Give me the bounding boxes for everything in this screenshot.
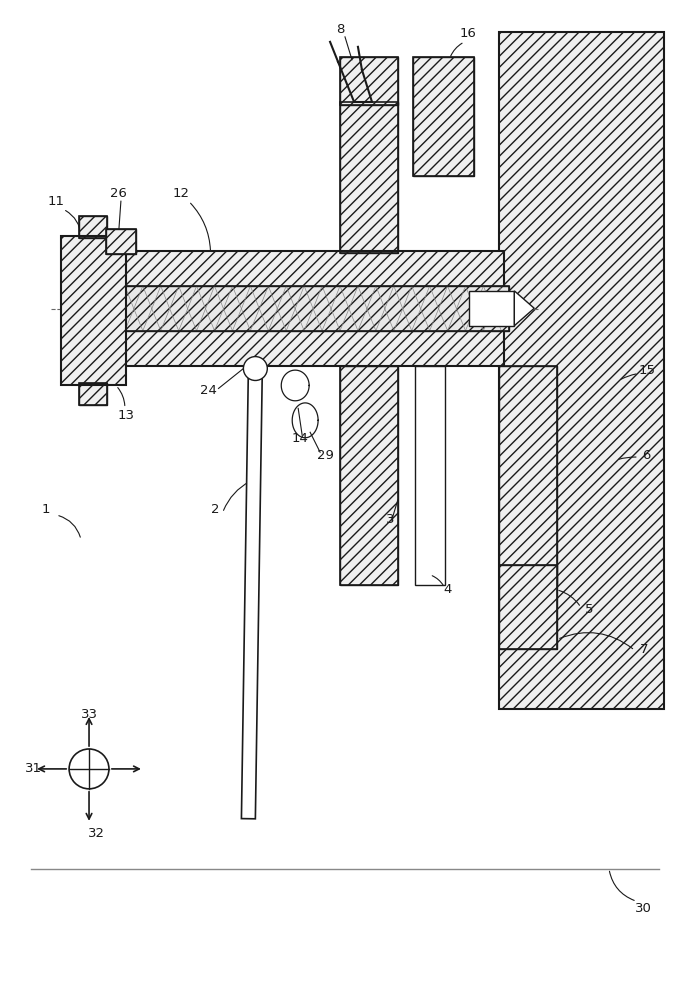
Bar [79, 383, 107, 405]
Bar [340, 102, 398, 253]
Bar [500, 366, 557, 585]
Text: 33: 33 [81, 708, 98, 721]
Text: 1: 1 [42, 503, 50, 516]
Bar [61, 236, 126, 385]
Bar [500, 32, 664, 709]
Bar [61, 236, 126, 385]
Text: 4: 4 [444, 583, 452, 596]
Bar [340, 366, 398, 585]
Text: 32: 32 [88, 827, 105, 840]
Bar [79, 216, 107, 238]
Text: 12: 12 [172, 187, 189, 200]
Bar [415, 366, 444, 585]
Text: 14: 14 [291, 432, 309, 445]
Text: 2: 2 [212, 503, 220, 516]
Text: 15: 15 [638, 364, 655, 377]
Bar [500, 565, 557, 649]
Bar [469, 291, 514, 326]
Circle shape [69, 749, 109, 789]
Bar [500, 565, 557, 649]
Bar [340, 57, 398, 105]
Bar [340, 102, 398, 253]
Bar [340, 57, 398, 105]
Text: 31: 31 [25, 762, 42, 775]
Bar [61, 286, 509, 331]
Text: 13: 13 [117, 409, 134, 422]
Text: 30: 30 [635, 902, 652, 915]
Bar [106, 229, 136, 254]
Text: 26: 26 [110, 187, 127, 200]
Text: 24: 24 [200, 384, 217, 397]
Polygon shape [514, 291, 534, 326]
Bar [79, 383, 107, 405]
Circle shape [243, 357, 267, 380]
Text: 7: 7 [639, 643, 648, 656]
Bar [500, 32, 664, 709]
Bar [121, 251, 504, 366]
Text: 8: 8 [336, 23, 344, 36]
Bar [340, 366, 398, 585]
Bar [121, 251, 504, 366]
Text: 29: 29 [317, 449, 333, 462]
Polygon shape [241, 368, 263, 819]
Bar [79, 216, 107, 238]
Text: 11: 11 [48, 195, 65, 208]
Bar [413, 57, 475, 176]
Bar [61, 286, 509, 331]
Text: 16: 16 [459, 27, 476, 40]
Text: 5: 5 [585, 603, 593, 616]
Bar [106, 229, 136, 254]
Text: 3: 3 [386, 513, 394, 526]
Bar [413, 57, 475, 176]
Text: 6: 6 [643, 449, 651, 462]
Bar [500, 366, 557, 585]
